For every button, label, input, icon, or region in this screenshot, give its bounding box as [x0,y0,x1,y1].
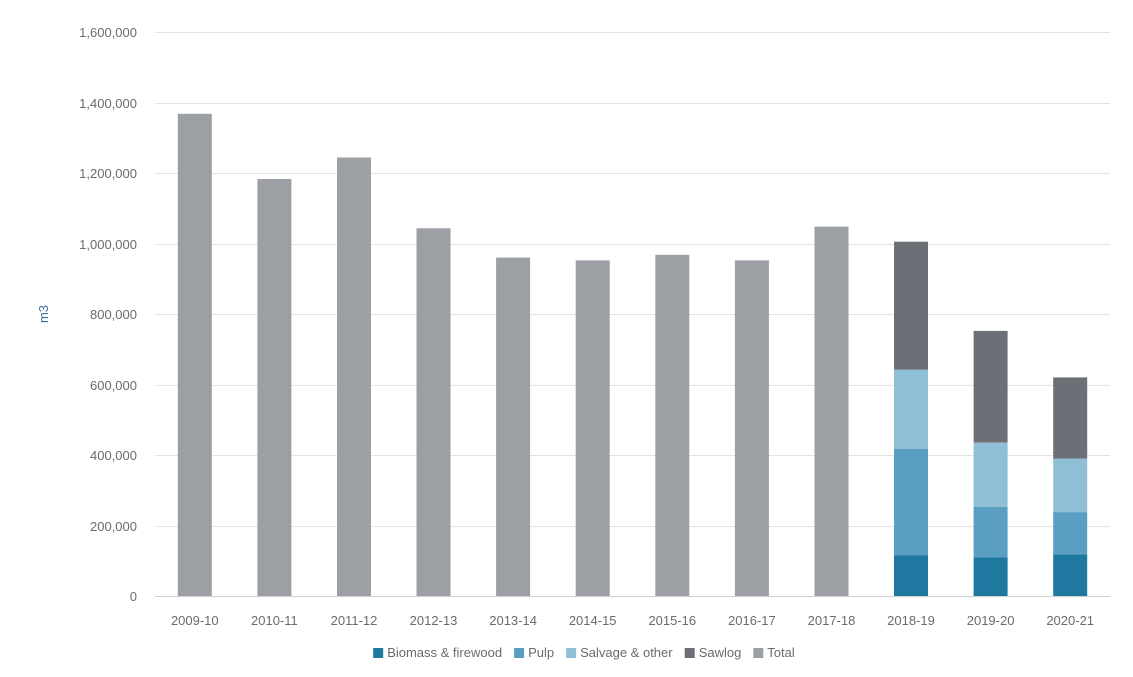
legend-label: Pulp [528,645,554,660]
bar-total-2012-13 [416,228,451,597]
bar-salvage-other-2020-21 [1053,458,1088,513]
x-tick-label: 2017-18 [808,613,856,628]
legend-swatch [566,648,577,658]
legend-label: Total [767,645,795,660]
bar-total-2011-12 [337,157,371,596]
bar-pulp-2020-21 [1053,512,1088,555]
bar-pulp-2018-19 [894,449,928,556]
x-tick-label: 2020-21 [1046,613,1094,628]
y-axis-ticks: 0 200,000 400,000 600,000 800,000 1,000,000 1,… [79,25,137,604]
bar-biomass-firewood-2019-20 [973,557,1008,596]
y-tick-label: 1,000,000 [79,237,137,252]
bar-total-2015-16 [655,254,690,597]
y-tick-label: 200,000 [90,519,137,534]
legend-label: Salvage & other [580,645,673,660]
x-axis-ticks: 2009-10 2010-11 2011-12 2012-13 2013-14 2014-… [171,613,1094,628]
x-tick-label: 2014-15 [569,613,617,628]
legend-label: Sawlog [699,645,742,660]
x-tick-label: 2012-13 [410,613,458,628]
y-tick-label: 1,400,000 [79,96,137,111]
y-tick-label: 1,200,000 [79,166,137,181]
x-tick-label: 2016-17 [728,613,776,628]
x-tick-label: 2019-20 [967,613,1015,628]
bar-total-2010-11 [257,179,292,596]
bar-sawlog-2019-20 [973,330,1008,443]
x-tick-label: 2015-16 [648,613,696,628]
bar-total-2009-10 [177,113,212,597]
legend-label: Biomass & firewood [387,645,502,660]
y-tick-label: 1,600,000 [79,25,137,40]
legend: Biomass & firewood Pulp Salvage & other Saw… [373,645,795,660]
legend-swatch [373,648,384,658]
y-axis-title: m3 [36,305,51,323]
y-tick-label: 600,000 [90,378,137,393]
bar-sawlog-2020-21 [1053,377,1088,459]
bar-salvage-other-2018-19 [894,369,928,449]
x-tick-label: 2011-12 [331,613,378,628]
bars [177,113,1088,597]
legend-swatch [514,648,525,658]
bar-total-2014-15 [575,260,610,596]
x-tick-label: 2009-10 [171,613,219,628]
bar-total-2016-17 [734,260,769,596]
y-tick-label: 400,000 [90,448,137,463]
y-tick-label: 800,000 [90,307,137,322]
x-tick-label: 2013-14 [489,613,537,628]
bar-biomass-firewood-2020-21 [1053,554,1088,596]
legend-swatch [684,648,695,658]
bar-total-2013-14 [496,257,531,596]
bar-sawlog-2018-19 [894,241,928,370]
gridlines [155,32,1110,597]
bar-salvage-other-2019-20 [973,442,1008,507]
legend-swatch [753,648,764,658]
bar-total-2017-18 [814,226,849,596]
bar-pulp-2019-20 [973,506,1008,558]
bar-biomass-firewood-2018-19 [894,555,928,596]
y-tick-label: 0 [130,589,137,604]
x-tick-label: 2010-11 [251,613,298,628]
x-tick-label: 2018-19 [887,613,935,628]
